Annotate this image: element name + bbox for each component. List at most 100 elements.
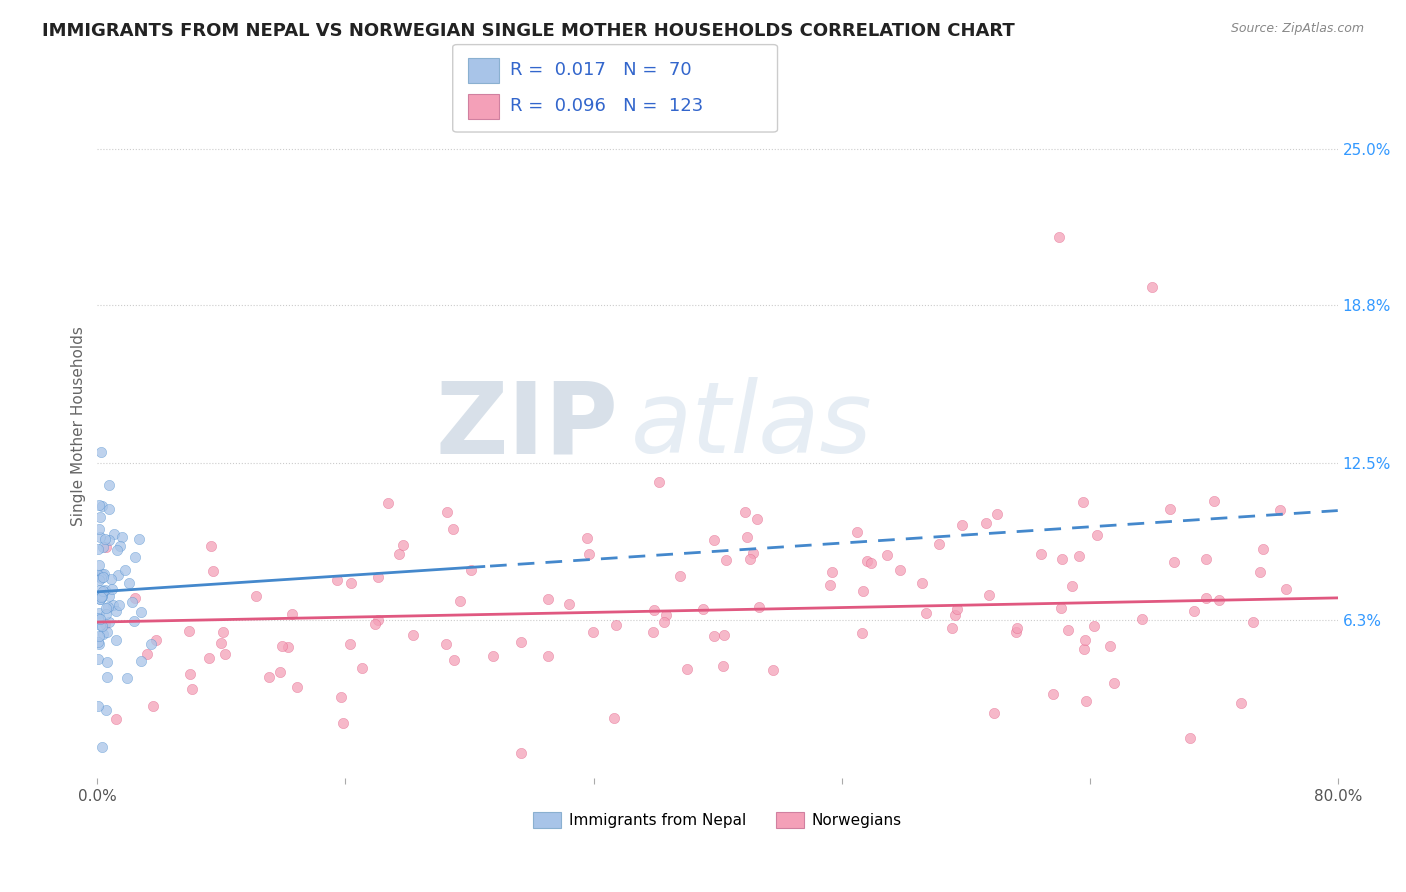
Point	[124, 591, 146, 606]
Point	[139, 637, 162, 651]
Point	[558, 597, 581, 611]
Point	[90, 445, 112, 459]
Point	[1083, 619, 1105, 633]
Point	[339, 575, 361, 590]
Point	[87, 567, 110, 582]
Point	[89, 592, 111, 607]
Point	[820, 578, 842, 592]
Point	[950, 517, 973, 532]
Point	[669, 568, 692, 582]
Point	[1102, 675, 1125, 690]
Point	[643, 625, 665, 640]
Point	[118, 575, 141, 590]
Point	[441, 522, 464, 536]
Point	[1195, 552, 1218, 566]
Point	[100, 582, 122, 596]
Point	[87, 542, 110, 557]
Point	[93, 532, 115, 546]
Point	[94, 616, 117, 631]
Point	[332, 715, 354, 730]
Point	[89, 498, 111, 512]
Point	[846, 525, 869, 540]
Point	[89, 509, 111, 524]
Y-axis label: Single Mother Households: Single Mother Households	[72, 326, 86, 525]
Point	[1195, 591, 1218, 605]
Point	[1049, 601, 1071, 615]
Point	[115, 671, 138, 685]
Point	[1274, 582, 1296, 597]
Point	[713, 659, 735, 673]
Point	[977, 588, 1000, 602]
Point	[1042, 687, 1064, 701]
Point	[89, 582, 111, 597]
Point	[87, 574, 110, 588]
Point	[89, 618, 111, 632]
Point	[91, 570, 114, 584]
Point	[96, 703, 118, 717]
Point	[89, 612, 111, 626]
Point	[367, 613, 389, 627]
Point	[820, 565, 842, 579]
Point	[582, 624, 605, 639]
Legend: Immigrants from Nepal, Norwegians: Immigrants from Nepal, Norwegians	[527, 805, 908, 834]
Point	[652, 615, 675, 629]
Point	[90, 571, 112, 585]
Point	[986, 507, 1008, 521]
Point	[97, 600, 120, 615]
Point	[714, 553, 737, 567]
Point	[1005, 624, 1028, 639]
Point	[87, 611, 110, 625]
Point	[90, 618, 112, 632]
Point	[108, 540, 131, 554]
Point	[87, 629, 110, 643]
Point	[128, 532, 150, 546]
Point	[941, 621, 963, 635]
Point	[326, 573, 349, 587]
Point	[89, 606, 111, 620]
Point	[388, 547, 411, 561]
Point	[90, 567, 112, 582]
Point	[91, 627, 114, 641]
Point	[90, 739, 112, 754]
Point	[742, 546, 765, 560]
Point	[201, 564, 224, 578]
Point	[94, 540, 117, 554]
Text: R =  0.017   N =  70: R = 0.017 N = 70	[510, 62, 692, 79]
Point	[97, 478, 120, 492]
Point	[1268, 503, 1291, 517]
Point	[200, 539, 222, 553]
Point	[339, 637, 361, 651]
Point	[97, 501, 120, 516]
Point	[392, 538, 415, 552]
Point	[643, 603, 665, 617]
Point	[734, 505, 756, 519]
Point	[94, 607, 117, 621]
Point	[860, 557, 883, 571]
Point	[676, 662, 699, 676]
Point	[177, 624, 200, 638]
Text: IMMIGRANTS FROM NEPAL VS NORWEGIAN SINGLE MOTHER HOUSEHOLDS CORRELATION CHART: IMMIGRANTS FROM NEPAL VS NORWEGIAN SINGL…	[42, 22, 1015, 40]
Point	[96, 669, 118, 683]
Point	[86, 652, 108, 666]
Point	[1099, 640, 1122, 654]
Point	[1057, 623, 1080, 637]
Point	[89, 522, 111, 536]
Point	[87, 635, 110, 649]
Point	[983, 706, 1005, 721]
Point	[97, 615, 120, 629]
Text: R =  0.096   N =  123: R = 0.096 N = 123	[510, 97, 703, 115]
Point	[449, 594, 471, 608]
Point	[1180, 731, 1202, 745]
Point	[180, 682, 202, 697]
Point	[537, 648, 560, 663]
Point	[111, 530, 134, 544]
Point	[87, 569, 110, 583]
Point	[107, 567, 129, 582]
Point	[1085, 528, 1108, 542]
Point	[692, 602, 714, 616]
Point	[655, 608, 678, 623]
Point	[104, 633, 127, 648]
Point	[245, 589, 267, 603]
Point	[1241, 615, 1264, 630]
Point	[93, 584, 115, 599]
